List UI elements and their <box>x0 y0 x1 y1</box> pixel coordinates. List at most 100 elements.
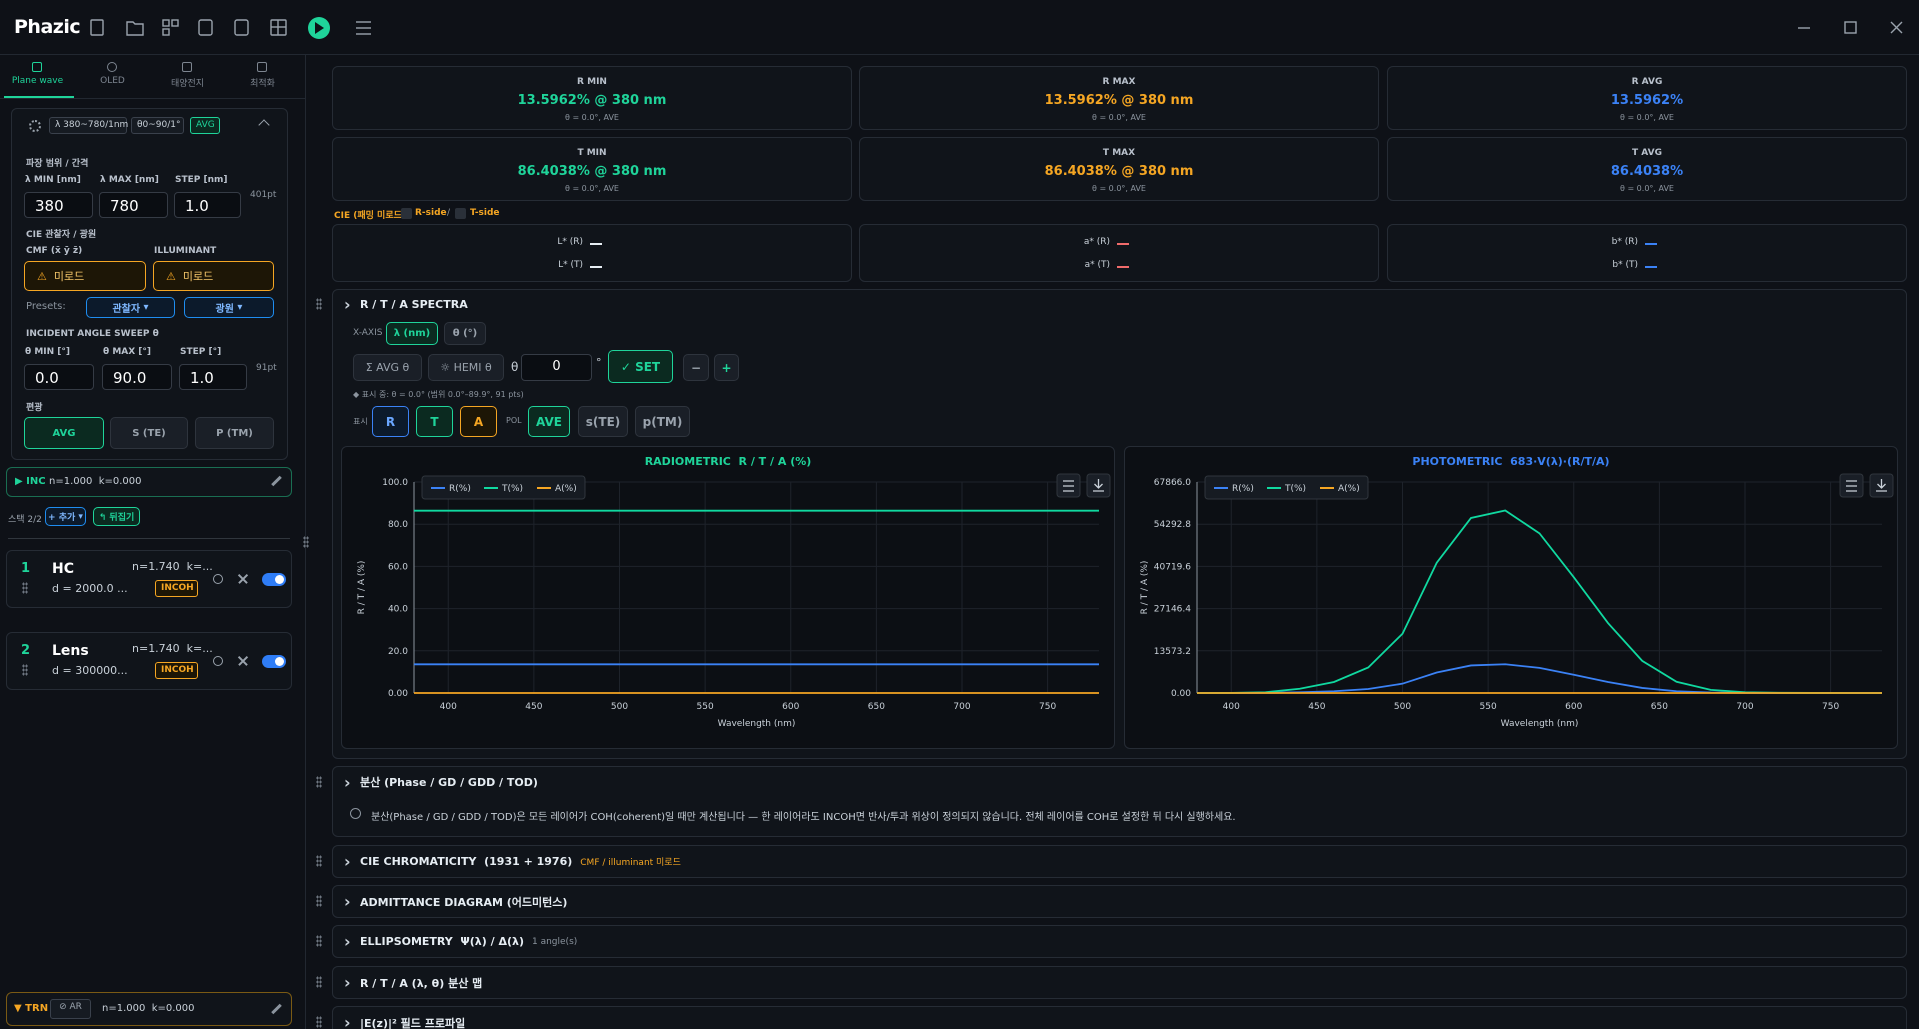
x-axis-label: X-AXIS <box>353 328 383 338</box>
field-label: λ MAX [nm] <box>100 175 159 185</box>
layer-solo[interactable] <box>213 574 223 584</box>
preset-observer[interactable]: 관찰자 <box>86 297 175 318</box>
show-toggle[interactable]: A <box>460 406 497 437</box>
hemi-theta[interactable]: ☼ HEMI θ <box>428 354 504 381</box>
lab-swatch <box>1117 243 1129 245</box>
section-title[interactable]: R / T / A (λ, θ) 분산 맵 <box>332 966 932 999</box>
preset-illuminant[interactable]: 광원 <box>184 297 274 318</box>
layout-icon[interactable] <box>162 19 170 27</box>
layer-card[interactable] <box>6 550 292 608</box>
drag-handle <box>316 855 322 867</box>
pol-option[interactable]: p(TM) <box>635 406 690 437</box>
chart-title: RADIOMETRIC R / T / A (%) <box>645 455 812 468</box>
trn-label: ▼ TRN <box>14 1003 49 1014</box>
stack-flip[interactable]: ↰ 뒤집기 <box>93 507 140 526</box>
trn-nk: n=1.000 k=0.000 <box>102 1003 195 1014</box>
save-as-icon[interactable] <box>234 19 249 36</box>
chart-title: PHOTOMETRIC 683·V(λ)·(R/T/A) <box>1412 455 1609 468</box>
x-axis-option[interactable]: θ (°) <box>444 322 486 345</box>
section-title[interactable]: |E(z)|² 필드 프로파일 <box>332 1006 932 1029</box>
save-icon[interactable] <box>198 19 213 36</box>
dispersion-title[interactable]: 분산 (Phase / GD / GDD / TOD) <box>332 766 732 798</box>
close-icon[interactable] <box>1890 21 1903 34</box>
minus-button[interactable]: − <box>683 354 709 381</box>
cmf-button[interactable]: 미로드 <box>24 261 146 291</box>
inc-label: ▶ INC <box>15 476 46 487</box>
x-tick-label: 500 <box>1394 702 1411 712</box>
tab-icon <box>32 62 42 72</box>
show-toggle[interactable]: T <box>416 406 453 437</box>
degree-label: ° <box>596 356 602 369</box>
sidebar-tab[interactable]: 태양전지 <box>170 79 205 89</box>
pol-button[interactable]: S (TE) <box>110 417 188 449</box>
trn-coat[interactable]: ⊘ AR <box>50 999 91 1019</box>
legend <box>421 475 586 500</box>
gear-icon[interactable] <box>29 120 41 132</box>
button-icon <box>1876 479 1887 492</box>
new-file-icon[interactable] <box>90 19 104 36</box>
lab-label: L* (T) <box>558 260 583 270</box>
cie-r-box <box>401 208 412 219</box>
lab-label: a* (R) <box>1083 237 1110 247</box>
section-title[interactable]: ELLIPSOMETRY Ψ(λ) / Δ(λ)1 angle(s) <box>332 925 932 958</box>
open-icon[interactable] <box>126 21 144 36</box>
spectra-title[interactable]: R / T / A SPECTRA <box>332 289 732 319</box>
section-note: 1 angle(s) <box>532 936 578 947</box>
layer-solo[interactable] <box>213 656 223 666</box>
button-icon <box>1063 480 1074 492</box>
stack-divider <box>8 538 290 539</box>
pol-option[interactable]: s(TE) <box>578 406 628 437</box>
lab-swatch <box>1645 266 1657 268</box>
layer-card[interactable] <box>6 632 292 690</box>
sidebar-tab[interactable]: 최적화 <box>250 79 275 89</box>
stat-value: 86.4038% @ 380 nm <box>517 164 667 179</box>
pol-button[interactable]: AVG <box>24 417 104 449</box>
drag-handle <box>316 935 322 947</box>
plus-button[interactable]: + <box>714 354 739 381</box>
illuminant-label: ILLUMINANT <box>154 246 217 256</box>
section-title[interactable]: ADMITTANCE DIAGRAM (어드미턴스) <box>332 885 932 918</box>
chart: PHOTOMETRIC 683·V(λ)·(R/T/A) 0.00 13573.2 2… <box>1140 455 1894 729</box>
avg-theta[interactable]: Σ AVG θ <box>353 354 422 381</box>
field-input[interactable]: 1.0 <box>174 192 241 218</box>
stat-value: 86.4038% @ 380 nm <box>1044 164 1194 179</box>
x-tick-label: 700 <box>1736 702 1753 712</box>
legend-label: T(%) <box>501 484 523 494</box>
stack-add[interactable]: + 추가 <box>45 507 86 526</box>
legend-label: R(%) <box>449 484 471 494</box>
x-tick-label: 550 <box>1480 702 1497 712</box>
layer-mode[interactable]: INCOH <box>155 580 198 597</box>
maximize-icon[interactable] <box>1844 21 1857 34</box>
sidebar-tab[interactable]: OLED <box>100 76 125 86</box>
layer-mode[interactable]: INCOH <box>155 662 198 679</box>
show-toggle[interactable]: R <box>372 406 409 437</box>
stat-card: R MAX 13.5962% @ 380 nm θ = 0.0°, AVE <box>859 66 1379 130</box>
stat-card: T MIN 86.4038% @ 380 nm θ = 0.0°, AVE <box>332 137 852 201</box>
sidebar-tab[interactable]: Plane wave <box>11 76 64 86</box>
illuminant-button[interactable]: 미로드 <box>153 261 274 291</box>
angle-field-input[interactable]: 1.0 <box>179 364 247 390</box>
legend-label: R(%) <box>1232 484 1254 494</box>
drag-handle <box>316 895 322 907</box>
pol-option[interactable]: AVE <box>528 406 570 437</box>
angle-field-input[interactable]: 0.0 <box>24 364 94 390</box>
chart: RADIOMETRIC R / T / A (%) 0.00 20.0 40.0 60.… <box>357 455 1111 729</box>
set-button[interactable]: ✓ SET <box>608 350 673 383</box>
title-bar-icons <box>0 0 1919 55</box>
x-tick-label: 750 <box>1822 702 1839 712</box>
layer-name: HC <box>52 561 74 577</box>
angle-field-input[interactable]: 90.0 <box>102 364 172 390</box>
section-title[interactable]: CIE CHROMATICITY (1931 + 1976)CMF / illu… <box>332 845 932 878</box>
field-input[interactable]: 780 <box>99 192 168 218</box>
pol-button[interactable]: P (TM) <box>195 417 274 449</box>
field-input[interactable]: 380 <box>24 192 93 218</box>
x-axis-label: Wavelength (nm) <box>718 719 796 729</box>
x-axis-option[interactable]: λ (nm) <box>386 322 438 345</box>
layer-name: Lens <box>52 643 89 659</box>
toggle-knob <box>275 657 284 666</box>
theta-input[interactable]: 0 <box>521 354 592 381</box>
lab-swatch <box>1645 243 1657 245</box>
layer-index: 2 <box>21 643 31 658</box>
stat-value: 13.5962% @ 380 nm <box>1044 93 1194 108</box>
layer-nk: n=1.740 k=... <box>132 642 213 655</box>
